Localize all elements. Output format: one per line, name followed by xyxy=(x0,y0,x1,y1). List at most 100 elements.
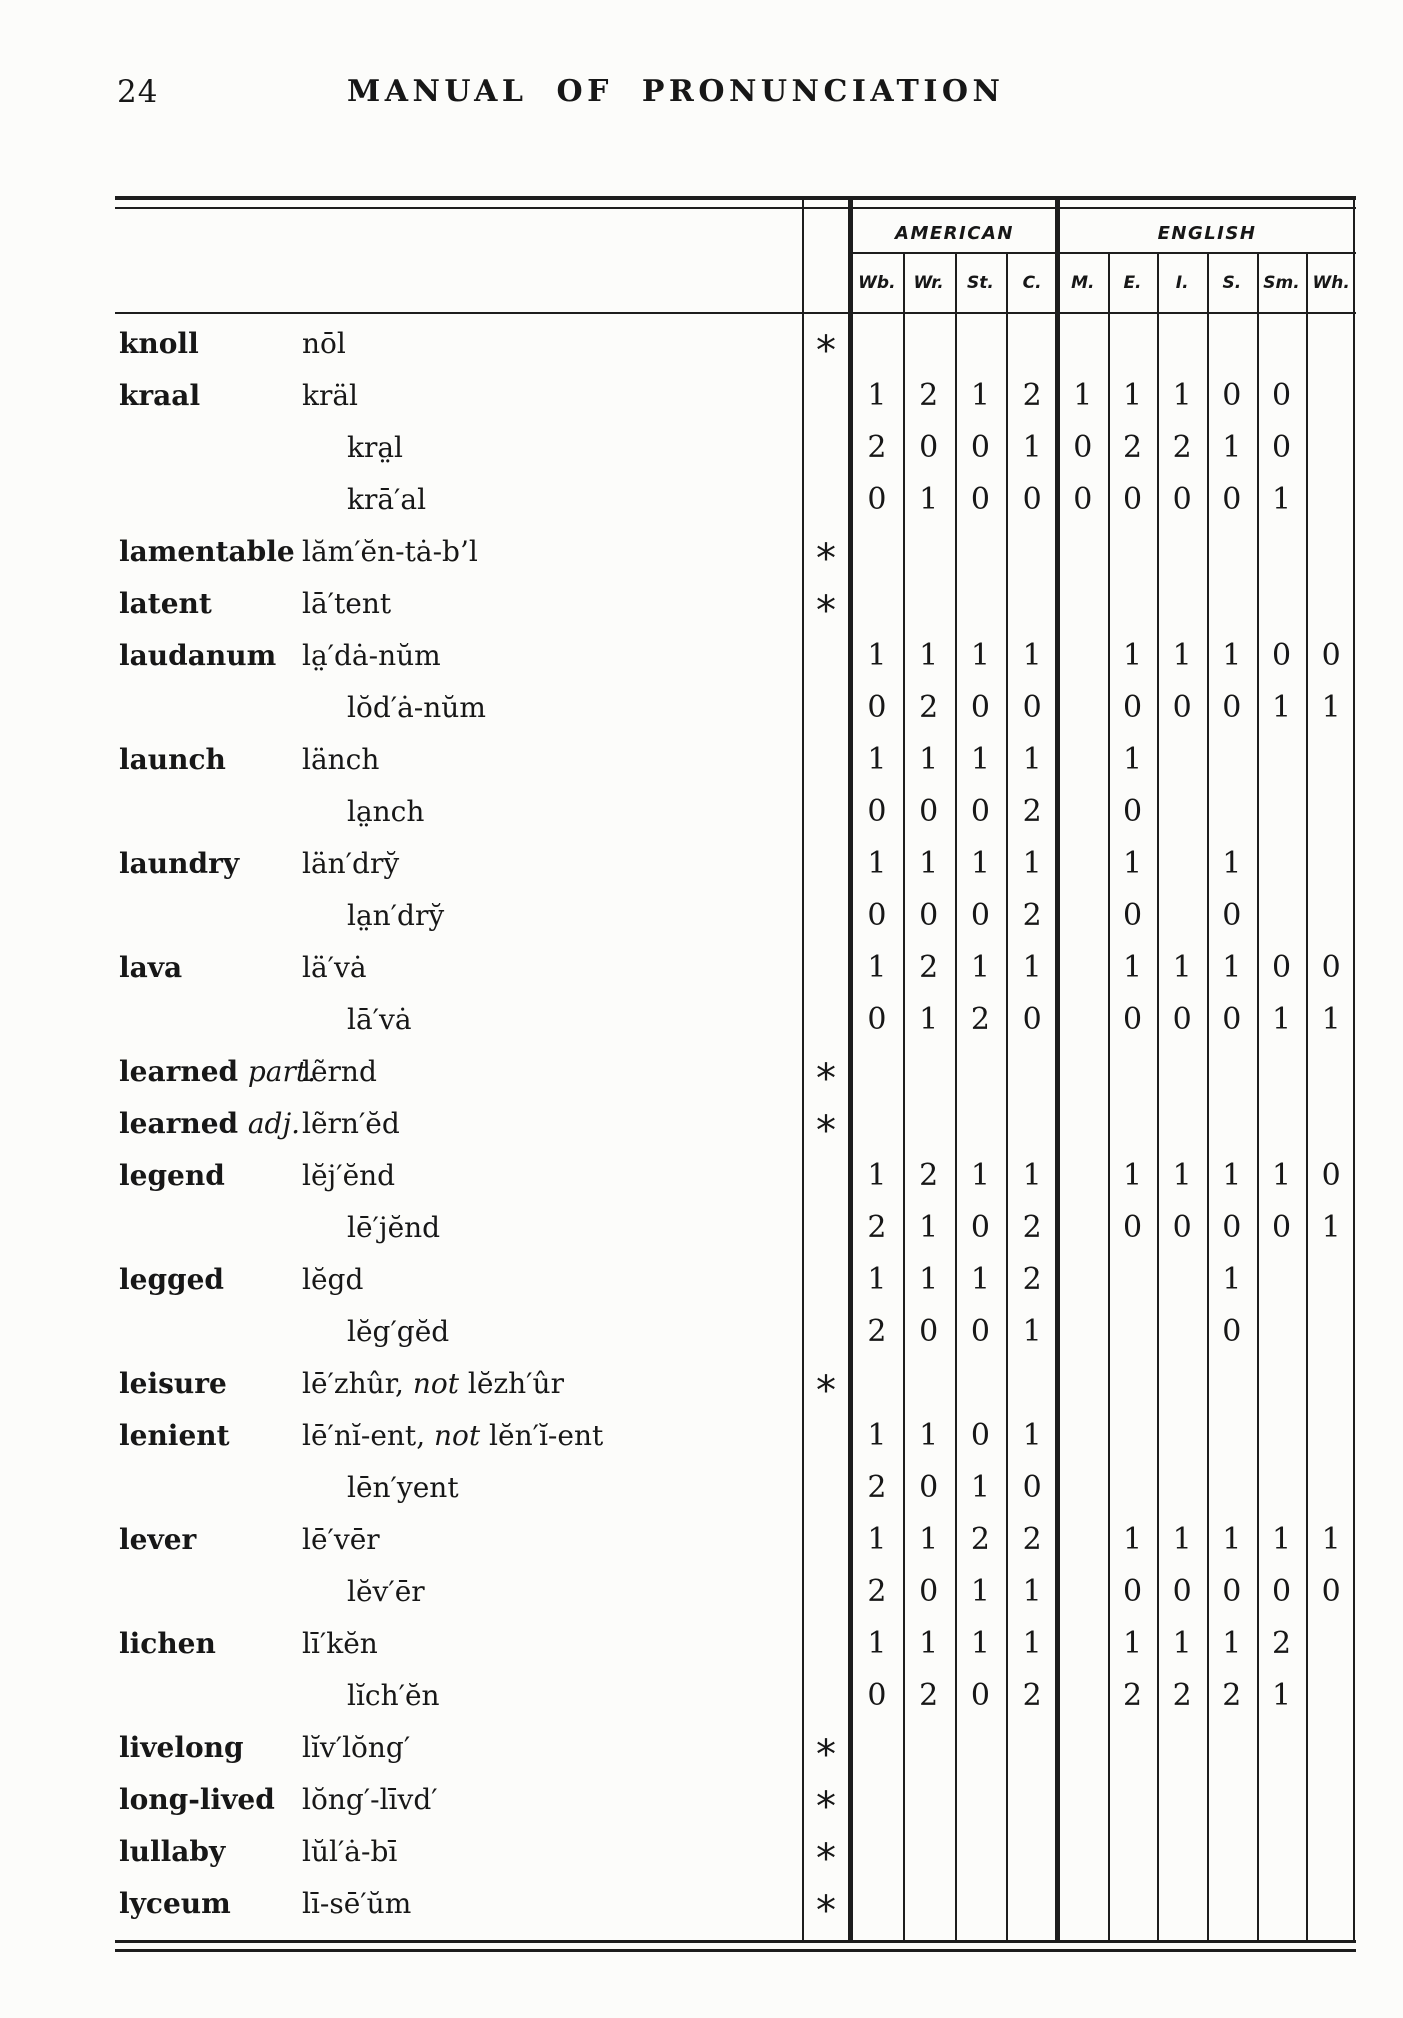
entry-pronunciation: lēn′yent xyxy=(347,1471,459,1504)
rating-cell: 1 xyxy=(970,378,990,413)
rating-cell: 0 xyxy=(1222,378,1242,413)
table-row: la̤nch 0 0 0 2 0 xyxy=(115,786,1356,838)
column-divider-rule xyxy=(902,254,905,1940)
asterisk-column-left-rule xyxy=(802,200,804,1940)
entry-word: knoll xyxy=(119,327,199,360)
rating-cell: 0 xyxy=(867,1002,887,1037)
rating-cell: 1 xyxy=(1271,1678,1292,1713)
entry-word: lyceum xyxy=(119,1887,231,1920)
table-row: laudanum la̤′dȧ-nŭm 1 1 1 1 1 1 1 0 0 xyxy=(115,630,1356,682)
rating-cell: 1 xyxy=(919,482,939,517)
rating-cell: 2 xyxy=(1022,378,1042,413)
asterisk-mark: * xyxy=(816,328,836,374)
table-row: lā′vȧ 0 1 2 0 0 0 0 1 1 xyxy=(115,994,1356,1046)
rating-cell: 1 xyxy=(1172,1626,1192,1661)
rating-cell: 1 xyxy=(919,1210,939,1245)
rating-cell: 1 xyxy=(1022,1574,1042,1609)
rating-cell: 2 xyxy=(1022,794,1042,829)
rating-cell: 1 xyxy=(1122,1522,1143,1557)
american-english-divider-rule xyxy=(1055,200,1060,1940)
rating-cell: 1 xyxy=(867,1626,887,1661)
entry-word: lever xyxy=(119,1523,197,1556)
rating-cell: 0 xyxy=(1172,1002,1192,1037)
column-header: St. xyxy=(966,273,994,293)
entry-pronunciation: lĕj′ĕnd xyxy=(302,1159,396,1192)
entry-pronunciation: la̤n′dry̆ xyxy=(347,899,445,932)
rating-cell: 0 xyxy=(1321,1574,1341,1609)
rating-cell: 0 xyxy=(1122,1574,1143,1609)
table-row: latent lā′tent * xyxy=(115,578,1356,634)
rating-cell: 0 xyxy=(970,430,990,465)
rating-cell: 2 xyxy=(867,1574,887,1609)
column-divider-rule xyxy=(954,254,957,1940)
entry-pronunciation: lī-sē′ŭm xyxy=(302,1887,412,1920)
rating-cell: 0 xyxy=(1122,898,1143,933)
entry-pronunciation: lăm′ĕn-tȧ-b’l xyxy=(302,535,478,568)
rating-cell: 0 xyxy=(1271,950,1292,985)
rating-cell: 2 xyxy=(970,1002,990,1037)
table-row: lŏd′ȧ-nŭm 0 2 0 0 0 0 0 1 1 xyxy=(115,682,1356,734)
rating-cell: 0 xyxy=(970,1314,990,1349)
rating-cell: 0 xyxy=(867,1678,887,1713)
asterisk-mark: * xyxy=(816,1056,836,1102)
column-divider-rule xyxy=(1006,254,1009,1940)
rating-cell: 0 xyxy=(867,898,887,933)
table-right-rule xyxy=(1353,200,1355,1940)
rating-cell: 1 xyxy=(1222,1158,1242,1193)
asterisk-mark: * xyxy=(816,1732,836,1778)
entry-pronunciation: nōl xyxy=(302,327,346,360)
rating-cell: 2 xyxy=(1172,1678,1192,1713)
table-row: krā′al 0 1 0 0 0 0 0 0 1 xyxy=(115,474,1356,526)
rating-cell: 1 xyxy=(1321,1522,1341,1557)
entry-word: lullaby xyxy=(119,1835,226,1868)
table-top-rule-2 xyxy=(115,207,1356,209)
rating-cell: 1 xyxy=(1172,1158,1192,1193)
entry-pronunciation: lā′vȧ xyxy=(347,1003,412,1036)
rating-cell: 1 xyxy=(970,1470,990,1505)
rating-cell: 1 xyxy=(919,1626,939,1661)
rating-cell: 1 xyxy=(970,1158,990,1193)
rating-cell: 1 xyxy=(1271,1002,1292,1037)
entry-word: long-lived xyxy=(119,1783,275,1816)
entry-pronunciation: krā′al xyxy=(347,483,427,516)
entry-pronunciation: lĭch′ĕn xyxy=(347,1679,440,1712)
table-row: lē′jĕnd 2 1 0 2 0 0 0 0 1 xyxy=(115,1202,1356,1254)
rating-cell: 0 xyxy=(867,794,887,829)
entry-pronunciation: la̤nch xyxy=(347,795,425,828)
rating-cell: 0 xyxy=(1172,690,1192,725)
rating-cell: 0 xyxy=(919,898,939,933)
entry-pronunciation: lŏng′-līvd′ xyxy=(302,1783,438,1816)
entry-pronunciation: lĕv′ēr xyxy=(347,1575,425,1608)
pronunciation-table: AMERICAN ENGLISH Wb. Wr. St. C. M. E. I. S. Sm. W… xyxy=(115,196,1356,1956)
rating-cell: 1 xyxy=(867,638,887,673)
rating-cell: 1 xyxy=(1271,1522,1292,1557)
rating-cell: 1 xyxy=(1122,950,1143,985)
table-row: legend lĕj′ĕnd 1 2 1 1 1 1 1 1 0 xyxy=(115,1150,1356,1202)
entry-word: learned adj. xyxy=(119,1107,301,1140)
rating-cell: 1 xyxy=(970,638,990,673)
entry-pronunciation: lē′vēr xyxy=(302,1523,380,1556)
rating-cell: 0 xyxy=(1321,1158,1341,1193)
rating-cell: 0 xyxy=(1222,1574,1242,1609)
rating-cell: 2 xyxy=(867,1470,887,1505)
table-row: lĭch′ĕn 0 2 0 2 2 2 2 1 xyxy=(115,1670,1356,1722)
rating-cell: 1 xyxy=(919,846,939,881)
rating-cell: 0 xyxy=(1122,1210,1143,1245)
rating-cell: 1 xyxy=(1073,378,1093,413)
rating-cell: 0 xyxy=(1022,482,1042,517)
entry-pronunciation: kra̤l xyxy=(347,431,403,464)
rating-cell: 2 xyxy=(867,1314,887,1349)
rating-cell: 1 xyxy=(970,1574,990,1609)
table-row: lava lä′vȧ 1 2 1 1 1 1 1 0 0 xyxy=(115,942,1356,994)
rating-cell: 1 xyxy=(1222,1522,1242,1557)
table-row: lichen lī′kĕn 1 1 1 1 1 1 1 2 xyxy=(115,1618,1356,1670)
entry-word: leisure xyxy=(119,1367,227,1400)
table-row: learned part. lẽrnd * xyxy=(115,1046,1356,1102)
american-left-rule xyxy=(848,200,853,1940)
table-bottom-rule-2 xyxy=(115,1949,1356,1952)
table-row: lyceum lī-sē′ŭm * xyxy=(115,1878,1356,1934)
rating-cell: 1 xyxy=(1022,1626,1042,1661)
asterisk-mark: * xyxy=(816,1368,836,1414)
entry-pronunciation: lẽrn′ĕd xyxy=(302,1107,400,1140)
rating-cell: 0 xyxy=(970,794,990,829)
